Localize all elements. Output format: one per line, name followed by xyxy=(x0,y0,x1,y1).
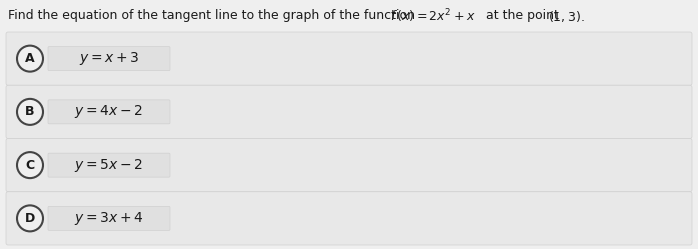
FancyBboxPatch shape xyxy=(6,192,692,245)
Circle shape xyxy=(17,46,43,72)
Text: A: A xyxy=(25,52,35,65)
Circle shape xyxy=(17,205,43,231)
Circle shape xyxy=(17,152,43,178)
Text: $(1,3)$.: $(1,3)$. xyxy=(548,8,585,23)
FancyBboxPatch shape xyxy=(6,138,692,192)
Text: $y=4x-2$: $y=4x-2$ xyxy=(75,103,144,120)
Text: $y=3x+4$: $y=3x+4$ xyxy=(74,210,144,227)
FancyBboxPatch shape xyxy=(6,32,692,85)
FancyBboxPatch shape xyxy=(48,47,170,71)
Text: at the point: at the point xyxy=(486,9,563,22)
FancyBboxPatch shape xyxy=(48,100,170,124)
FancyBboxPatch shape xyxy=(6,85,692,138)
Circle shape xyxy=(17,99,43,125)
FancyBboxPatch shape xyxy=(48,206,170,230)
Text: $y=x+3$: $y=x+3$ xyxy=(79,50,140,67)
Text: Find the equation of the tangent line to the graph of the function: Find the equation of the tangent line to… xyxy=(8,9,419,22)
Text: $y=5x-2$: $y=5x-2$ xyxy=(75,157,144,174)
Text: B: B xyxy=(25,105,35,118)
Text: $f\,(x)=2x^{2}+x$: $f\,(x)=2x^{2}+x$ xyxy=(390,7,475,25)
FancyBboxPatch shape xyxy=(48,153,170,177)
Text: D: D xyxy=(25,212,35,225)
Text: C: C xyxy=(25,159,35,172)
